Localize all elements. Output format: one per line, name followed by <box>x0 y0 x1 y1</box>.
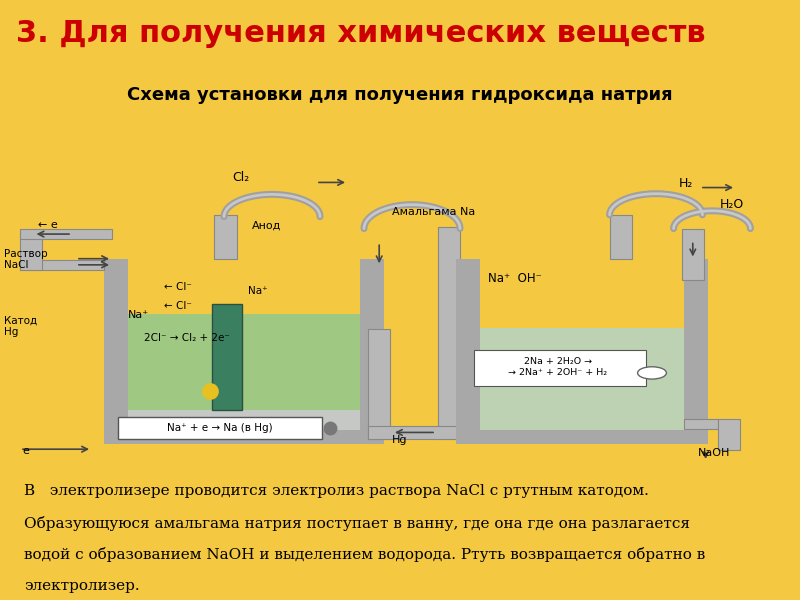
Text: Амальгама Na: Амальгама Na <box>392 207 475 217</box>
Text: Анод: Анод <box>252 220 282 230</box>
Bar <box>480 328 684 430</box>
Bar <box>104 430 384 444</box>
Bar <box>104 259 128 444</box>
Bar <box>456 259 480 444</box>
Text: ← e: ← e <box>38 220 58 230</box>
Bar <box>474 350 646 386</box>
Bar <box>128 410 360 430</box>
Text: Образующуюся амальгама натрия поступает в ванну, где она где она разлагается: Образующуюся амальгама натрия поступает … <box>24 515 690 530</box>
Text: NaOH: NaOH <box>698 448 730 458</box>
Bar <box>718 419 740 450</box>
Text: e: e <box>22 446 30 455</box>
Bar <box>368 329 390 439</box>
Text: водой с образованием NaOH и выделением водорода. Ртуть возвращается обратно в: водой с образованием NaOH и выделением в… <box>24 547 706 562</box>
Bar <box>20 260 104 269</box>
Bar <box>684 419 718 428</box>
Text: Раствор
NaCl: Раствор NaCl <box>4 248 48 270</box>
Bar <box>360 259 384 444</box>
Text: Схема установки для получения гидроксида натрия: Схема установки для получения гидроксида… <box>127 85 673 103</box>
Text: 3. Для получения химических веществ: 3. Для получения химических веществ <box>16 19 706 48</box>
Bar <box>456 430 708 444</box>
Bar <box>212 304 242 410</box>
Circle shape <box>638 367 666 379</box>
Text: Na⁺: Na⁺ <box>248 286 268 296</box>
Text: электролизер.: электролизер. <box>24 579 140 593</box>
Text: Na⁺: Na⁺ <box>128 310 149 320</box>
Bar <box>684 259 708 444</box>
Bar <box>368 426 460 439</box>
Text: ← Cl⁻: ← Cl⁻ <box>164 301 192 311</box>
Text: H₂: H₂ <box>678 177 693 190</box>
Text: Катод
Hg: Катод Hg <box>4 315 37 337</box>
Bar <box>20 235 42 269</box>
Text: 2Na + 2H₂O →
→ 2Na⁺ + 2OH⁻ + H₂: 2Na + 2H₂O → → 2Na⁺ + 2OH⁻ + H₂ <box>508 358 607 377</box>
Text: Cl₂: Cl₂ <box>232 171 250 184</box>
Bar <box>214 215 237 259</box>
Text: В   электролизере проводится электролиз раствора NaCl с ртутным катодом.: В электролизере проводится электролиз ра… <box>24 484 649 498</box>
Bar <box>118 416 322 439</box>
Bar <box>438 227 460 439</box>
Text: Hg: Hg <box>392 436 407 445</box>
Text: Na⁺ + e → Na (в Hg): Na⁺ + e → Na (в Hg) <box>167 422 273 433</box>
Text: ← Cl⁻: ← Cl⁻ <box>164 282 192 292</box>
Text: 2Cl⁻ → Cl₂ + 2e⁻: 2Cl⁻ → Cl₂ + 2e⁻ <box>144 334 230 343</box>
Text: Na⁺  OH⁻: Na⁺ OH⁻ <box>488 272 542 284</box>
Bar <box>610 215 632 259</box>
Bar <box>128 314 360 430</box>
Bar <box>682 229 704 280</box>
Bar <box>20 229 112 239</box>
Text: H₂O: H₂O <box>720 198 744 211</box>
